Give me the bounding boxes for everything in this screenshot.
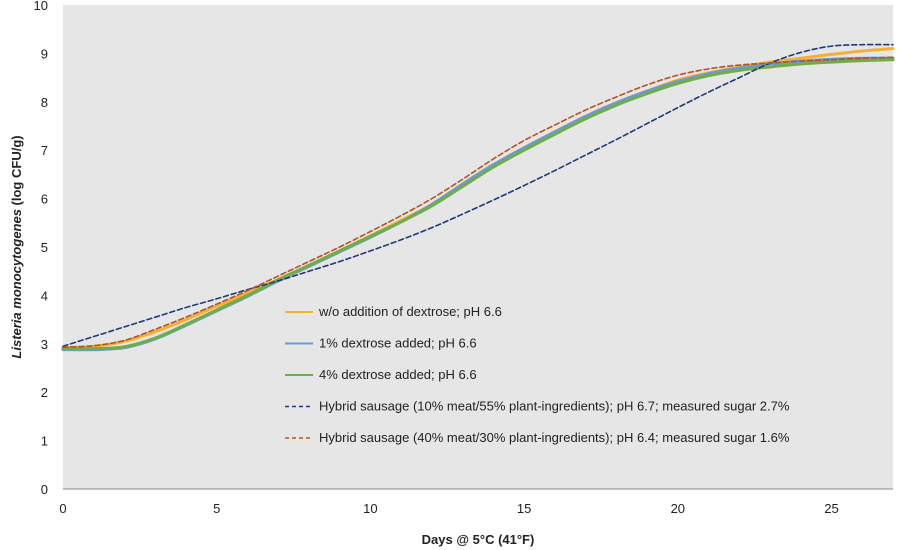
series-line-5 — [62, 56, 894, 348]
legend: w/o addition of dextrose; pH 6.6 1% dextr… — [285, 304, 790, 445]
x-tick-label: 0 — [59, 501, 66, 516]
x-tick-label: 15 — [517, 501, 531, 516]
y-tick-label: 3 — [41, 337, 48, 352]
plot-area-background — [63, 5, 893, 489]
y-tick-label: 4 — [41, 288, 48, 303]
x-tick-label: 20 — [671, 501, 685, 516]
y-tick-label: 0 — [41, 482, 48, 497]
y-tick-label: 1 — [41, 434, 48, 449]
legend-label-3: 4% dextrose added; pH 6.6 — [319, 367, 477, 382]
series-line-3 — [61, 58, 895, 351]
y-axis-ticks: 0 1 2 3 4 5 6 7 8 9 10 — [34, 0, 48, 497]
x-tick-label: 10 — [363, 501, 377, 516]
x-axis-title: Days @ 5°C (41°F) — [422, 532, 535, 547]
x-tick-label: 5 — [213, 501, 220, 516]
series-line-4 — [62, 43, 894, 348]
y-tick-label: 10 — [34, 0, 48, 13]
legend-label-5: Hybrid sausage (40% meat/30% plant-ingre… — [319, 430, 790, 445]
legend-label-2: 1% dextrose added; pH 6.6 — [319, 336, 477, 351]
y-axis-title: Listeria monocytogenes (log CFU/g) — [9, 135, 24, 358]
x-tick-label: 25 — [824, 501, 838, 516]
y-tick-label: 6 — [41, 192, 48, 207]
legend-label-4: Hybrid sausage (10% meat/55% plant-ingre… — [319, 399, 790, 414]
y-axis-title-rest: (log CFU/g) — [9, 135, 24, 209]
y-tick-label: 5 — [41, 240, 48, 255]
series-layer — [61, 43, 895, 352]
y-tick-label: 2 — [41, 385, 48, 400]
legend-label-1: w/o addition of dextrose; pH 6.6 — [318, 304, 502, 319]
y-tick-label: 8 — [41, 95, 48, 110]
y-axis-title-italic: Listeria monocytogenes — [9, 209, 24, 359]
x-axis-ticks: 0 5 10 15 20 25 — [59, 501, 838, 516]
y-tick-label: 7 — [41, 143, 48, 158]
y-tick-label: 9 — [41, 46, 48, 61]
